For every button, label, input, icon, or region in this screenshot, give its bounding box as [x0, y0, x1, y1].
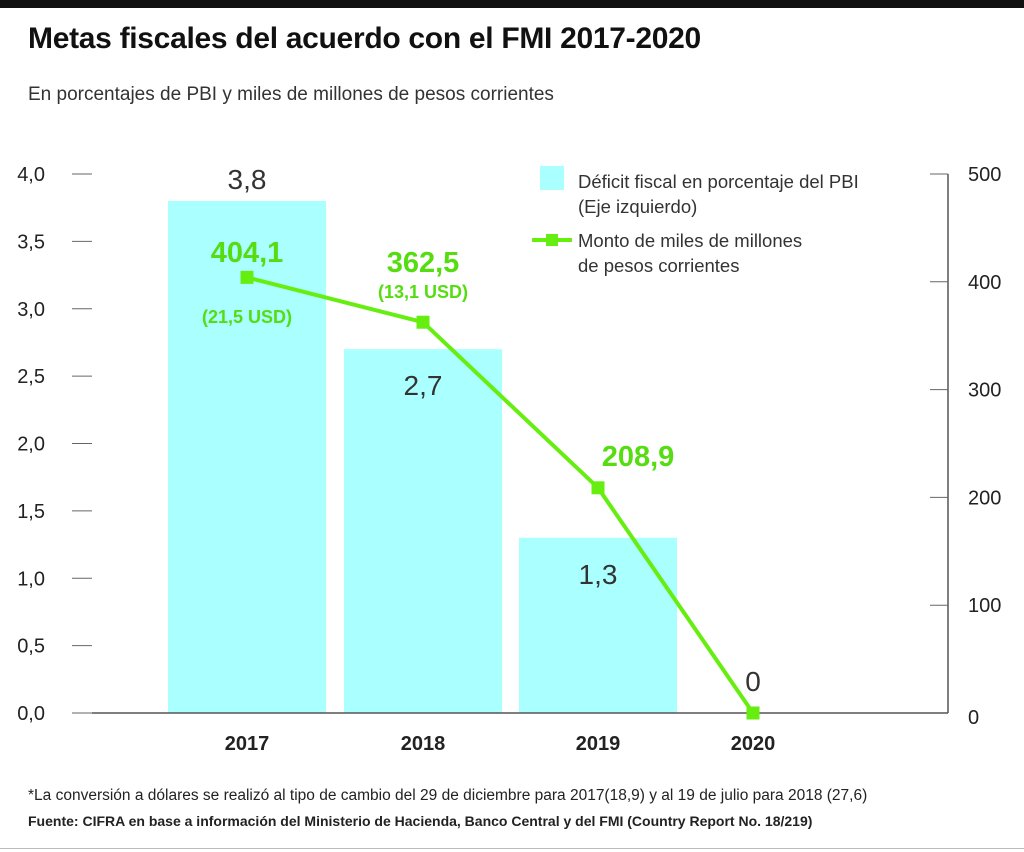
line-value-label: 208,9 — [602, 441, 675, 473]
bar-2017 — [168, 200, 326, 713]
source-note: Fuente: CIFRA en base a información del … — [28, 813, 812, 829]
bar-value-label: 1,3 — [579, 559, 618, 590]
footnote: *La conversión a dólares se realizó al t… — [28, 787, 868, 804]
right-tick-label: 200 — [968, 487, 1001, 509]
legend-line-label: Monto de miles de millones — [578, 230, 802, 251]
x-tick-label: 2018 — [401, 733, 446, 755]
line-point-2017 — [240, 270, 254, 284]
line-usd-label: (21,5 USD) — [202, 307, 292, 327]
right-tick-label: 500 — [968, 164, 1001, 186]
line-value-label: 362,5 — [387, 247, 460, 279]
top-rule — [0, 0, 1024, 8]
left-tick-label: 3,0 — [17, 299, 45, 321]
legend-bar-label-sub: (Eje izquierdo) — [578, 196, 697, 217]
bottom-rule — [0, 848, 1024, 849]
left-tick-label: 2,0 — [17, 434, 45, 456]
left-tick-label: 3,5 — [17, 231, 45, 253]
bar-value-label: 2,7 — [404, 370, 443, 401]
left-tick-label: 1,0 — [17, 568, 45, 590]
chart-title: Metas fiscales del acuerdo con el FMI 20… — [28, 22, 701, 55]
bar-value-label: 0 — [745, 666, 761, 697]
left-tick-label: 4,0 — [17, 164, 45, 186]
legend-line-label-sub: de pesos corrientes — [578, 255, 739, 276]
line-point-2019 — [591, 481, 605, 495]
left-tick-label: 0,5 — [17, 636, 45, 658]
left-tick-label: 2,5 — [17, 366, 45, 388]
line-series-path — [246, 275, 755, 715]
x-tick-label: 2020 — [731, 733, 776, 755]
line-point-2020 — [746, 706, 760, 720]
left-tick-label: 0,0 — [17, 703, 45, 725]
left-tick-label: 1,5 — [17, 501, 45, 523]
legend-line-marker — [546, 234, 558, 246]
legend-bar-label: Déficit fiscal en porcentaje del PBI — [578, 171, 859, 192]
source-label: Fuente: — [28, 813, 79, 829]
line-usd-label: (13,1 USD) — [378, 282, 468, 302]
chart-subtitle: En porcentajes de PBI y miles de millone… — [28, 84, 554, 105]
source-text: CIFRA en base a información del Minister… — [82, 813, 813, 829]
line-value-label: 404,1 — [211, 237, 284, 269]
right-tick-label: 300 — [968, 380, 1001, 402]
bar-value-label: 3,8 — [228, 164, 267, 195]
x-tick-label: 2017 — [225, 733, 270, 755]
right-tick-label: 400 — [968, 272, 1001, 294]
right-tick-label: 0 — [968, 707, 979, 729]
line-point-2018 — [416, 315, 430, 329]
bar-2018 — [344, 349, 502, 713]
right-tick-label: 100 — [968, 595, 1001, 617]
legend-bar-swatch — [540, 166, 564, 190]
x-tick-label: 2019 — [576, 733, 621, 755]
